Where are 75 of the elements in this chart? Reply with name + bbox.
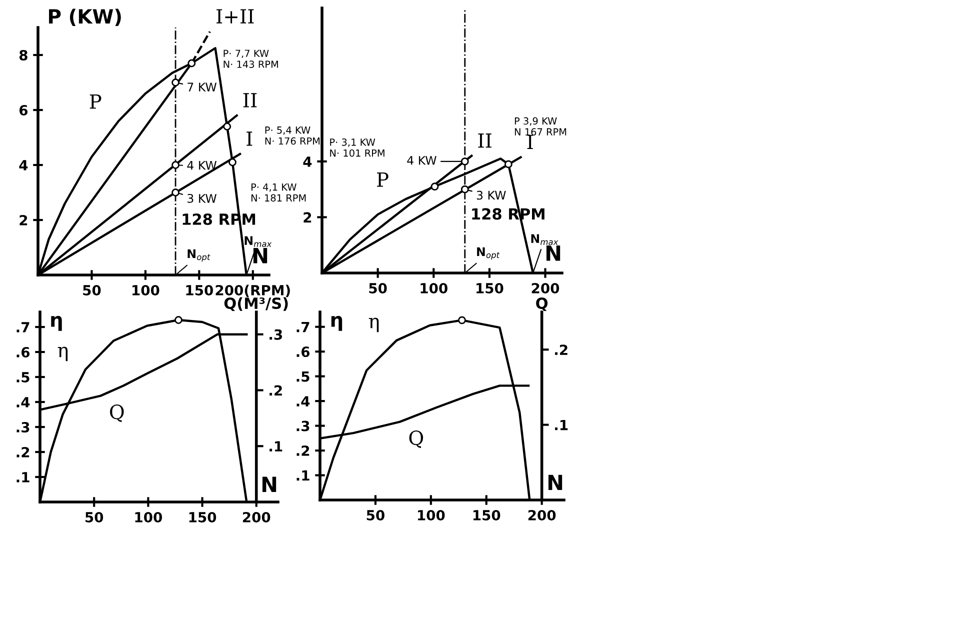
y-tick-label: .3	[16, 422, 30, 432]
annotation: 7 KW	[188, 82, 216, 92]
y-tick-label: .4	[16, 397, 30, 408]
x-tick-label: 100	[132, 284, 160, 296]
annotation: 3 KW	[476, 190, 506, 200]
x-axis-title: N	[546, 246, 560, 261]
series-label: P	[90, 94, 102, 109]
annotation: N$_{max}$	[244, 236, 272, 247]
y-tick-label: .6	[16, 346, 30, 358]
y-tick-label: .7	[16, 322, 30, 332]
series-label: P	[377, 172, 388, 187]
y2-tick-label: .1	[555, 420, 568, 430]
y-tick-label: .4	[296, 396, 310, 406]
y-tick-label: .2	[296, 445, 310, 456]
y-tick-label: .5	[296, 371, 310, 382]
y-axis-title: P (KW)	[49, 8, 121, 26]
annotation: 4 KW	[187, 161, 216, 170]
x-tick-label: 200	[532, 282, 560, 294]
series-label: η	[368, 318, 379, 332]
y2-tick-label: .1	[270, 441, 282, 452]
y2-axis-title: Q	[536, 297, 548, 312]
y-tick-label: .2	[16, 446, 30, 458]
y-tick-label: .5	[16, 372, 30, 382]
annotation: P· 7,7 KW N· 143 RPM	[224, 50, 278, 68]
y2-tick-label: .3	[270, 329, 282, 340]
y-tick-label: .3	[296, 420, 310, 432]
x-axis-title: N	[548, 474, 562, 490]
series-label: I	[527, 134, 533, 150]
x-tick-label: 50	[369, 282, 387, 294]
y-tick-label: .1	[16, 472, 30, 482]
series-label: Q	[110, 404, 124, 422]
annotation: P· 3,1 KW N· 101 RPM	[330, 138, 384, 157]
annotation: 4 KW	[407, 156, 436, 165]
y-axis-title: η	[331, 316, 342, 331]
x-tick-label: 100	[135, 512, 162, 522]
y-tick-label: 2	[304, 212, 312, 222]
annotation: N$_{opt}$	[188, 249, 210, 262]
y2-tick-label: .2	[270, 385, 282, 396]
x-tick-label: 50	[83, 284, 101, 296]
series-label: II	[243, 93, 257, 108]
x-tick-label: 200	[242, 512, 270, 522]
x-tick-label: 100	[420, 282, 448, 294]
y2-axis-title: Q(M³/S)	[224, 297, 288, 312]
series-label: II	[478, 133, 492, 148]
y-tick-label: .1	[296, 470, 310, 481]
series-label: I	[246, 132, 252, 146]
x-tick-label: 50	[366, 510, 384, 520]
y-tick-label: 2	[20, 214, 28, 226]
annotation: P· 5,4 KW N· 176 RPM	[265, 126, 320, 145]
y-tick-label: 6	[19, 104, 28, 116]
annotation: 3 KW	[188, 194, 216, 203]
x-axis-title: N	[262, 476, 276, 492]
annotation: N$_{opt}$	[477, 247, 500, 260]
y-tick-label: 8	[19, 50, 28, 60]
x-tick-label: 50	[86, 512, 104, 522]
annotation: P 3,9 KW N 167 RPM	[514, 117, 566, 136]
series-label: Q	[409, 430, 424, 448]
annotation: N$_{max}$	[531, 234, 558, 245]
x-tick-label: 200(RPM)	[216, 284, 290, 298]
y2-tick-label: .2	[555, 344, 568, 355]
x-axis-title: N	[253, 248, 268, 264]
y-tick-label: 4	[303, 156, 312, 167]
x-tick-label: 150	[473, 510, 500, 520]
series-label: η	[58, 346, 68, 362]
y-axis-title: η	[51, 316, 62, 331]
y-tick-label: .7	[296, 322, 310, 332]
x-tick-label: 150	[186, 284, 213, 296]
x-tick-label: 150	[189, 512, 216, 522]
x-tick-label: 100	[418, 510, 445, 520]
x-tick-label: 200	[528, 510, 556, 520]
annotation: P· 4,1 KW N· 181 RPM	[251, 183, 306, 202]
y-tick-label: 4	[19, 160, 28, 170]
series-label: I+II	[216, 9, 254, 24]
y-tick-label: .6	[296, 346, 310, 358]
x-tick-label: 150	[476, 282, 504, 294]
